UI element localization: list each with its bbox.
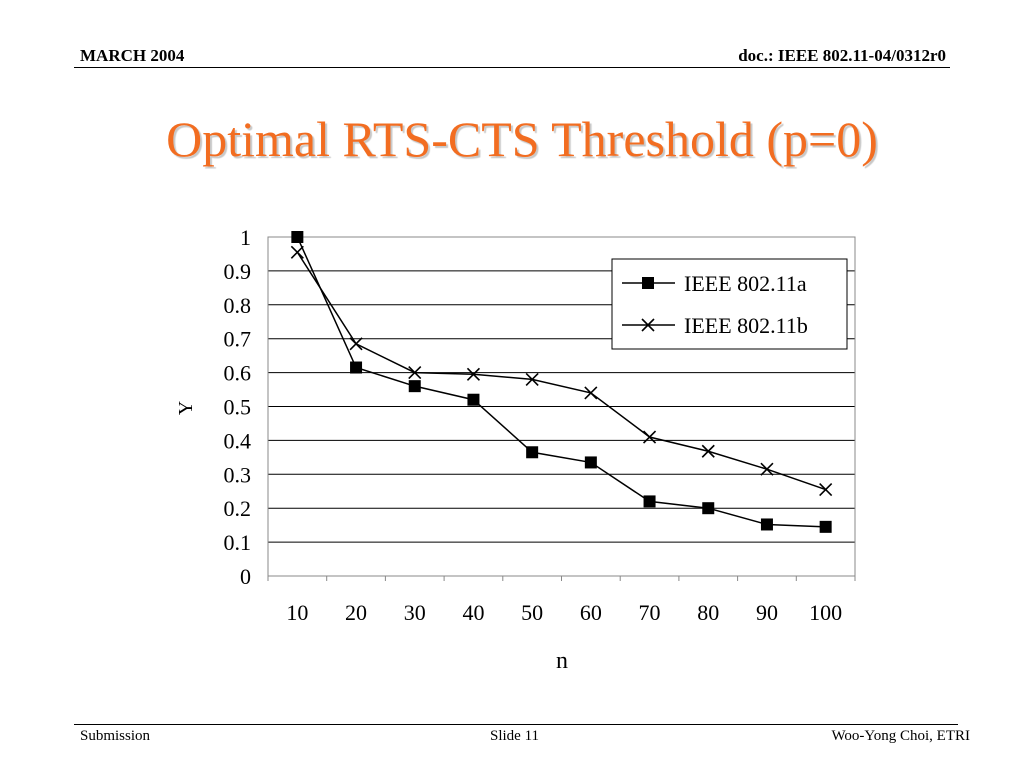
x-tick-label: 100 <box>809 600 842 625</box>
y-tick-label: 0.6 <box>224 361 252 386</box>
series-line <box>296 236 826 528</box>
series-layer <box>290 231 833 533</box>
slide-title: Optimal RTS-CTS Threshold (p=0) <box>166 111 878 167</box>
header-divider <box>74 67 950 68</box>
legend-box <box>611 258 848 350</box>
data-point <box>408 366 422 380</box>
data-point <box>702 502 715 515</box>
data-point <box>584 456 597 469</box>
x-tick-label: 10 <box>286 600 308 625</box>
y-tick-label: 0 <box>240 564 251 589</box>
data-point <box>291 231 304 243</box>
data-point <box>760 518 773 531</box>
y-tick-label: 0.1 <box>224 530 252 555</box>
data-point <box>760 462 774 476</box>
legend: IEEE 802.11a IEEE 802.11b <box>611 258 848 350</box>
footer-divider <box>74 724 958 725</box>
data-point <box>349 337 363 351</box>
y-tick-label: 0.4 <box>224 428 252 453</box>
y-tick-label: 0.8 <box>224 293 252 318</box>
series-2 <box>290 245 833 497</box>
legend-label: IEEE 802.11b <box>684 313 808 338</box>
footer-submission: Submission <box>80 728 151 744</box>
legend-entry: IEEE 802.11a <box>622 271 807 296</box>
y-tick-label: 0.2 <box>224 496 252 521</box>
data-point <box>525 372 539 386</box>
data-point <box>290 245 304 259</box>
x-tick-label: 90 <box>756 600 778 625</box>
x-tick-label: 50 <box>521 600 543 625</box>
header-date: MARCH 2004 <box>80 46 185 65</box>
x-tick-label: 60 <box>580 600 602 625</box>
data-point <box>819 520 832 533</box>
y-tick-label: 1 <box>240 225 251 250</box>
data-point <box>526 446 539 459</box>
legend-label: IEEE 802.11a <box>684 271 807 296</box>
data-point <box>642 430 657 444</box>
y-tick-label: 0.9 <box>224 259 252 284</box>
data-point <box>819 482 833 497</box>
legend-marker <box>642 277 654 289</box>
data-point <box>408 380 421 393</box>
data-point <box>466 367 481 381</box>
x-tick-label: 20 <box>345 600 367 625</box>
series-line <box>296 251 826 491</box>
y-tick-label: 0.5 <box>224 395 252 420</box>
footer-slide-number: Slide 11 <box>490 728 540 744</box>
legend-entry: IEEE 802.11b <box>622 313 808 338</box>
x-tick-label: 70 <box>639 600 661 625</box>
series-1 <box>291 231 832 533</box>
data-point <box>643 495 656 508</box>
y-tick-label: 0.7 <box>224 327 252 352</box>
x-tick-labels: 10 20 30 40 50 60 70 80 90 100 <box>267 576 856 625</box>
y-tick-label: 0.3 <box>224 462 252 487</box>
data-point <box>467 393 480 406</box>
data-point <box>350 361 363 374</box>
legend-marker <box>641 318 655 332</box>
x-tick-label: 40 <box>462 600 484 625</box>
x-tick-label: 30 <box>404 600 426 625</box>
y-axis-label: Y <box>175 401 197 415</box>
data-point <box>584 386 598 400</box>
x-tick-label: 80 <box>697 600 719 625</box>
x-axis-label: n <box>556 648 568 674</box>
footer-author: Woo-Yong Choi, ETRI <box>831 728 970 744</box>
header-doc-id: doc.: IEEE 802.11-04/0312r0 <box>738 46 946 65</box>
data-point <box>701 444 715 458</box>
y-tick-labels: 0 0.1 0.2 0.3 0.4 0.5 0.6 0.7 0.8 0.9 1 <box>224 225 252 589</box>
